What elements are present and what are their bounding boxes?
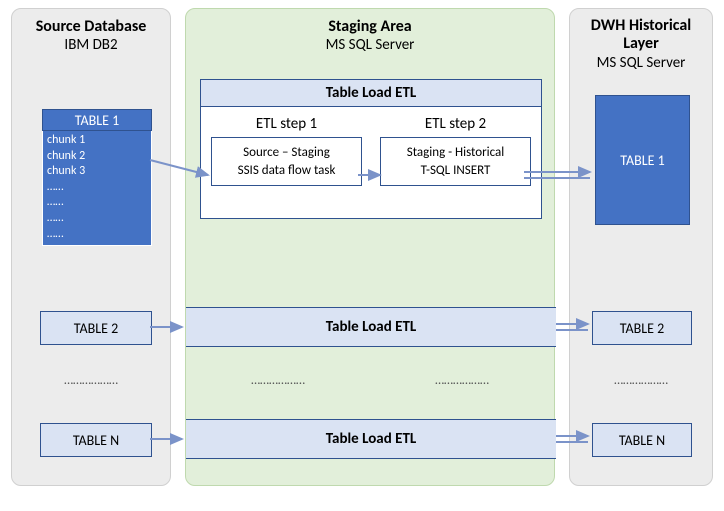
- dwh-title: DWH Historical Layer: [576, 17, 706, 54]
- etl-step2-group: ETL step 2 Staging - Historical T-SQL IN…: [380, 115, 531, 186]
- etl-step1-line2: SSIS data flow task: [216, 162, 357, 180]
- source-table2: TABLE 2: [40, 311, 152, 345]
- etl-step1-label: ETL step 1: [211, 115, 362, 133]
- dwh-subtitle: MS SQL Server: [576, 54, 706, 72]
- etl-step2-line2: T-SQL INSERT: [385, 162, 526, 180]
- etl-step2-line1: Staging - Historical: [385, 144, 526, 162]
- staging-ellipsis: ………………: [251, 373, 305, 388]
- chunk-row: ……: [47, 211, 147, 227]
- source-tableN: TABLE N: [40, 423, 152, 457]
- etl-step1-box: Source – Staging SSIS data flow task: [211, 137, 362, 186]
- dwh-tableN-label: TABLE N: [619, 432, 665, 449]
- staging-title: Staging Area: [192, 17, 548, 36]
- source-table1-label: TABLE 1: [75, 112, 119, 129]
- source-ellipsis: ………………: [12, 373, 170, 388]
- dwh-column: DWH Historical Layer MS SQL Server TABLE…: [569, 8, 713, 486]
- chunk-row: ……: [47, 195, 147, 211]
- etl-row2-label: Table Load ETL: [326, 318, 416, 336]
- dwh-table2-label: TABLE 2: [620, 320, 664, 337]
- source-table2-label: TABLE 2: [74, 320, 118, 337]
- source-table1-container: TABLE 1 chunk 1 chunk 2 chunk 3 …… …… ………: [42, 109, 152, 246]
- source-tableN-label: TABLE N: [73, 432, 119, 449]
- dwh-table1: TABLE 1: [595, 95, 690, 225]
- source-subtitle: IBM DB2: [18, 36, 164, 54]
- etl-step1-line1: Source – Staging: [216, 144, 357, 162]
- chunk-row: chunk 2: [47, 149, 147, 165]
- staging-subtitle: MS SQL Server: [192, 36, 548, 54]
- dwh-ellipsis: ………………: [570, 373, 712, 388]
- etl-main-container: Table Load ETL ETL step 1 Source – Stagi…: [200, 79, 542, 219]
- staging-column: Staging Area MS SQL Server Table Load ET…: [185, 8, 555, 486]
- dwh-table1-label: TABLE 1: [620, 152, 664, 169]
- etl-step2-label: ETL step 2: [380, 115, 531, 133]
- chunk-row: chunk 1: [47, 133, 147, 149]
- source-column: Source Database IBM DB2 TABLE 1 chunk 1 …: [11, 8, 171, 486]
- source-table1-chunks: chunk 1 chunk 2 chunk 3 …… …… …… ……: [42, 131, 152, 246]
- etl-row2: Table Load ETL: [186, 307, 556, 347]
- etl-step1-group: ETL step 1 Source – Staging SSIS data fl…: [211, 115, 362, 186]
- etl-rowN: Table Load ETL: [186, 419, 556, 459]
- dwh-table2: TABLE 2: [592, 311, 692, 345]
- etl-main-title: Table Load ETL: [201, 80, 541, 107]
- etl-rowN-label: Table Load ETL: [326, 430, 416, 448]
- chunk-row: ……: [47, 227, 147, 243]
- staging-ellipsis-container: ……………… ………………: [186, 373, 554, 388]
- source-title: Source Database: [18, 17, 164, 36]
- staging-ellipsis: ………………: [435, 373, 489, 388]
- source-table1-header: TABLE 1: [42, 109, 152, 131]
- chunk-row: ……: [47, 180, 147, 196]
- chunk-row: chunk 3: [47, 164, 147, 180]
- dwh-tableN: TABLE N: [592, 423, 692, 457]
- etl-step2-box: Staging - Historical T-SQL INSERT: [380, 137, 531, 186]
